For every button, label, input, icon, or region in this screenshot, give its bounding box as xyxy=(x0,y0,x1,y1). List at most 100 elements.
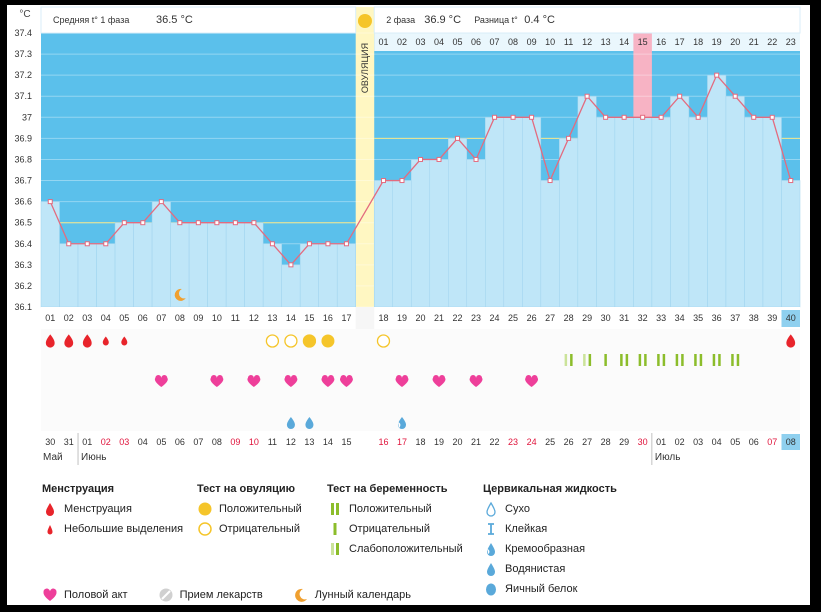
ovulation-sun-icon xyxy=(357,14,372,28)
pregnancy-test-positive xyxy=(712,354,716,366)
cycle-day-label: 05 xyxy=(119,313,129,323)
temperature-point xyxy=(714,72,720,78)
phase2-day-label: 12 xyxy=(582,37,592,47)
calendar-date: 12 xyxy=(286,437,296,447)
phase2-day-label: 11 xyxy=(564,37,573,47)
temp-bar xyxy=(392,180,412,308)
temp-bar xyxy=(744,117,764,308)
temperature-point xyxy=(658,114,664,120)
calendar-date: 28 xyxy=(601,437,611,447)
y-tick-label: 36.1 xyxy=(14,302,32,312)
temp-bar xyxy=(207,222,227,308)
cycle-day-label: 31 xyxy=(619,313,629,323)
cycle-day-label: 06 xyxy=(138,313,148,323)
mucus-watery-icon xyxy=(487,563,495,576)
phase1-value: 36.5 °C xyxy=(156,14,193,26)
calendar-date: 08 xyxy=(786,437,796,447)
temperature-point xyxy=(510,114,516,120)
temp-bar xyxy=(410,159,431,308)
temp-bar xyxy=(133,222,153,308)
pregnancy-test-positive xyxy=(736,354,740,366)
phase2-header xyxy=(373,6,801,34)
calendar-date: 06 xyxy=(749,437,759,447)
cycle-day-label: 29 xyxy=(582,313,592,323)
calendar-date: 05 xyxy=(156,437,166,447)
cycle-day-label: 11 xyxy=(231,313,240,323)
pregnancy-negative-icon xyxy=(333,523,337,535)
legend-cervical-title: Цервикальная жидкость xyxy=(483,483,617,495)
cycle-day-label: 36 xyxy=(712,313,722,323)
temperature-point xyxy=(695,114,701,120)
phase2-day-label: 09 xyxy=(527,37,537,47)
cycle-day-label: 01 xyxy=(45,313,55,323)
temperature-point xyxy=(399,178,405,184)
cycle-day-label: 26 xyxy=(527,313,537,323)
temp-bar xyxy=(688,117,708,308)
current-day-highlight xyxy=(781,310,800,327)
ovulation-test-negative xyxy=(376,334,391,348)
calendar-date: 03 xyxy=(693,437,703,447)
cycle-day-label: 39 xyxy=(767,313,777,323)
legend-ovulation-negative: Отрицательный xyxy=(219,523,300,535)
phase2-day-label: 08 xyxy=(508,37,518,47)
cycle-day-label: 37 xyxy=(730,313,740,323)
temp-bar xyxy=(429,159,449,308)
cycle-day-label: 10 xyxy=(212,313,222,323)
pregnancy-test-positive xyxy=(694,354,697,366)
calendar-date: 11 xyxy=(268,437,277,447)
calendar-date: 10 xyxy=(249,437,259,447)
y-tick-label: 36.3 xyxy=(14,260,32,270)
intercourse-heart xyxy=(210,375,224,387)
legend-pregnancy-positive: Положительный xyxy=(349,503,432,515)
legend-cervical-watery: Водянистая xyxy=(505,563,566,575)
legend-ovulation-test: Тест на овуляцию Положительный Отрицател… xyxy=(197,483,302,539)
temp-bar xyxy=(670,95,690,308)
cycle-day-label: 15 xyxy=(304,313,314,323)
cycle-day-label: 27 xyxy=(545,313,555,323)
cycle-day-label: 21 xyxy=(434,313,444,323)
temp-bar xyxy=(559,138,579,308)
calendar-date: 25 xyxy=(545,437,555,447)
phase2-day-row xyxy=(374,33,800,51)
calendar-date: 04 xyxy=(712,437,722,447)
drop-large-icon xyxy=(46,503,54,516)
temp-bar xyxy=(262,243,282,308)
legend-cervical-creamy: Кремообразная xyxy=(505,543,586,555)
phase2-day-label: 13 xyxy=(601,37,611,47)
temp-bar xyxy=(707,74,727,308)
phase2-label: 2 фаза xyxy=(386,15,415,25)
y-tick-label: 36.5 xyxy=(14,218,32,228)
temperature-point xyxy=(492,114,498,120)
cycle-day-label: 38 xyxy=(749,313,759,323)
calendar-date: 26 xyxy=(564,437,574,447)
calendar-date: 14 xyxy=(323,437,333,447)
temp-bar xyxy=(725,95,745,308)
ovulation-test-negative xyxy=(265,334,280,348)
temperature-point xyxy=(251,220,257,226)
temp-bar xyxy=(170,222,190,308)
phase2-value: 36.9 °C xyxy=(424,14,461,26)
intercourse-heart xyxy=(154,375,168,387)
legend-pregnancy-test: Тест на беременность Положительный Отриц… xyxy=(327,483,463,559)
phase2-day-highlight xyxy=(633,33,652,118)
temp-bar xyxy=(448,138,468,308)
ovulation-negative-icon xyxy=(198,522,212,536)
temperature-point xyxy=(288,262,294,268)
pregnancy-test-weak xyxy=(564,354,568,366)
y-tick-label: 36.7 xyxy=(14,176,32,186)
calendar-date: 29 xyxy=(619,437,629,447)
temperature-point xyxy=(547,178,553,184)
legend-lunar: Лунный календарь xyxy=(314,589,411,601)
calendar-date: 15 xyxy=(341,437,351,447)
intercourse-heart xyxy=(432,375,446,387)
pregnancy-weak-icon xyxy=(331,543,339,555)
temperature-point xyxy=(436,156,442,162)
cycle-day-label: 13 xyxy=(267,313,277,323)
calendar-date: 08 xyxy=(212,437,222,447)
diff-label: Разница t° xyxy=(474,15,518,25)
temperature-point xyxy=(214,220,220,226)
y-tick-label: 36.9 xyxy=(14,133,32,143)
pregnancy-test-positive xyxy=(662,354,666,366)
calendar-date: 27 xyxy=(582,437,592,447)
legend-pregnancy-negative: Отрицательный xyxy=(349,523,430,535)
